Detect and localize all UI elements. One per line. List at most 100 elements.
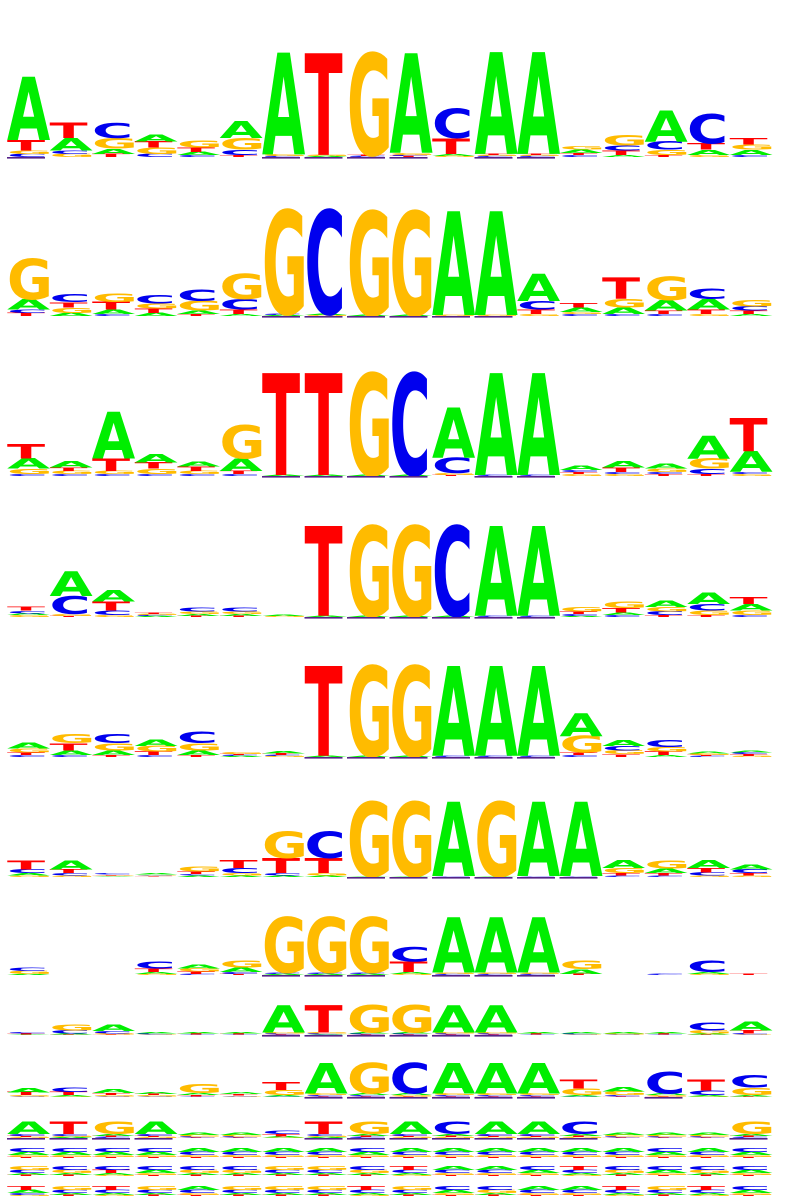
logo-letter-T: T [92, 875, 130, 876]
logo-letter-A: A [220, 1193, 264, 1196]
logo-letter-A: A [602, 1193, 646, 1196]
logo-letter-A: A [560, 1147, 604, 1153]
logo-letter-T: T [262, 1133, 300, 1137]
logo-letter-A: A [220, 313, 264, 316]
logo-letter-G: G [347, 1195, 393, 1197]
logo-letter-G: G [305, 1136, 351, 1138]
column-baseline-bar [347, 157, 385, 159]
logo-letter-A: A [390, 1173, 434, 1176]
logo-letter-G: G [687, 154, 733, 157]
logo-letter-G: G [730, 1086, 776, 1097]
column-baseline-bar [432, 1097, 470, 1099]
logo-letter-T: T [347, 1136, 385, 1138]
logo-letter-G: G [602, 600, 648, 610]
logo-letter-G: G [645, 1155, 691, 1158]
logo-letter-G: G [262, 154, 308, 157]
logo-letter-C: C [602, 1034, 643, 1035]
column-baseline-bar [517, 476, 555, 478]
logo-letter-T: T [687, 867, 725, 874]
logo-letter-G: G [177, 1193, 223, 1196]
logo-letter-T: T [560, 152, 598, 155]
logo-letter-C: C [7, 473, 48, 476]
logo-letter-A: A [730, 313, 774, 316]
logo-letter-G: G [475, 1155, 521, 1158]
logo-letter-C: C [560, 1189, 601, 1194]
logo-letter-A: A [305, 616, 349, 617]
logo-letter-A: A [475, 25, 518, 188]
logo-letter-C: C [432, 1169, 473, 1174]
logo-letter-A: A [262, 1193, 306, 1196]
logo-letter-T: T [220, 1175, 258, 1177]
logo-letter-T: T [305, 999, 344, 1042]
logo-letter-G: G [475, 1032, 521, 1034]
logo-letter-A: A [560, 707, 603, 744]
logo-letter-A: A [177, 310, 221, 315]
logo-letter-A: A [560, 616, 604, 617]
column-baseline-bar [347, 617, 385, 619]
logo-letter-C: C [177, 1034, 218, 1035]
logo-letter-T: T [390, 959, 428, 976]
logo-letter-T: T [687, 755, 725, 756]
logo-letter-G: G [177, 139, 223, 151]
logo-letter-A: A [92, 1193, 136, 1196]
column-baseline-bar [389, 476, 428, 478]
logo-letter-A: A [177, 1185, 221, 1191]
logo-letter-A: A [602, 1086, 646, 1093]
logo-letter-A: A [475, 876, 519, 877]
column-baseline-bar [389, 1035, 428, 1037]
column-baseline-bar [262, 316, 300, 318]
column-baseline-bar [134, 1138, 173, 1140]
column-baseline-bar [7, 1138, 45, 1140]
column-baseline-bar [432, 1138, 470, 1140]
motif-12-low: TACGTAGCGATCTGACTAGCTAGCTACGTACGTAGCGACT… [7, 1165, 775, 1176]
logo-letter-G: G [390, 185, 436, 350]
logo-letter-C: C [135, 293, 176, 307]
logo-letter-C: C [517, 616, 558, 617]
logo-letter-A: A [305, 1137, 349, 1139]
logo-letter-A: A [220, 614, 264, 617]
logo-letter-C: C [262, 1033, 303, 1034]
logo-letter-A: A [517, 641, 560, 785]
logo-letter-C: C [50, 755, 91, 758]
logo-letter-G: G [135, 146, 181, 156]
logo-letter-T: T [390, 156, 428, 158]
logo-letter-C: C [645, 1066, 686, 1101]
logo-letter-G: G [560, 606, 606, 613]
column-baseline-bar [517, 157, 555, 159]
logo-letter-A: A [262, 315, 306, 317]
logo-letter-T: T [262, 1034, 300, 1035]
column-baseline-bar [304, 757, 343, 759]
logo-letter-T: T [135, 1157, 173, 1159]
logo-letter-A: A [220, 117, 263, 144]
logo-letter-C: C [432, 102, 473, 148]
column-baseline-bar [347, 1097, 385, 1099]
logo-letter-A: A [602, 612, 646, 616]
logo-letter-A: A [305, 756, 349, 757]
logo-letter-C: C [347, 1189, 388, 1194]
logo-letter-A: A [135, 1092, 179, 1095]
logo-letter-T: T [305, 501, 343, 645]
logo-letter-A: A [135, 738, 178, 748]
logo-letter-G: G [390, 152, 436, 155]
logo-letter-G: G [730, 875, 776, 877]
logo-letter-G: G [390, 999, 436, 1042]
column-baseline-bar [432, 877, 470, 879]
logo-letter-T: T [645, 615, 683, 618]
logo-letter-A: A [50, 1173, 94, 1176]
logo-letter-A: A [347, 1032, 391, 1034]
logo-letter-C: C [50, 293, 91, 305]
logo-letter-A: A [432, 394, 476, 474]
logo-letter-T: T [645, 473, 683, 476]
logo-letter-G: G [730, 756, 776, 757]
logo-letter-C: C [560, 1169, 601, 1174]
logo-letter-T: T [50, 1119, 88, 1138]
logo-letter-C: C [177, 1151, 218, 1156]
logo-letter-A: A [475, 1054, 518, 1103]
logo-letter-T: T [305, 1175, 343, 1177]
logo-letter-C: C [602, 1165, 643, 1171]
logo-letter-G: G [560, 958, 606, 972]
logo-letter-C: C [135, 755, 176, 758]
